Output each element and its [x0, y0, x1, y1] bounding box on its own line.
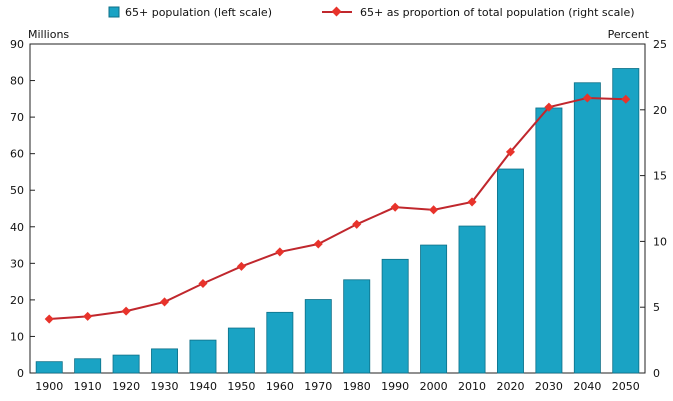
point-1940: [198, 278, 208, 289]
right-axis-ticks: 0 5 10 15 20 25: [640, 38, 667, 380]
right-tick-label: 5: [653, 301, 660, 314]
x-axis-ticks: 1900 1910 1920 1930 1940 1950 1960 1970 1980 1990…: [35, 380, 640, 393]
left-tick-label: 50: [10, 184, 24, 197]
left-tick-label: 70: [10, 111, 24, 124]
right-axis-label: Percent: [608, 28, 650, 41]
x-tick-label: 1920: [112, 380, 140, 393]
x-tick-label: 2030: [535, 380, 563, 393]
x-tick-label: 2010: [458, 380, 486, 393]
bar-1980: [343, 279, 371, 374]
bar-1990: [381, 258, 409, 374]
legend-line-marker: [331, 6, 342, 17]
x-tick-label: 1910: [74, 380, 102, 393]
bar-1970: [304, 299, 332, 374]
right-tick-label: 20: [653, 104, 667, 117]
proportion-line: [49, 96, 626, 321]
bar-1940: [189, 339, 217, 374]
point-1950: [236, 261, 246, 271]
x-tick-label: 1940: [189, 380, 217, 393]
bar-1930: [151, 348, 178, 374]
point-1920: [121, 306, 131, 316]
left-axis-label: Millions: [28, 28, 69, 41]
left-tick-label: 30: [10, 257, 24, 270]
left-tick-label: 0: [17, 367, 24, 380]
x-tick-label: 1950: [227, 380, 255, 393]
legend-bar-swatch: [108, 6, 120, 18]
legend-label-line: 65+ as proportion of total population (r…: [360, 6, 635, 19]
left-tick-label: 90: [10, 38, 24, 51]
right-tick-label: 0: [653, 367, 660, 380]
left-axis-ticks: 0 10 20 30 40 50 60 70 80 90: [10, 38, 35, 380]
bar-series: [35, 68, 640, 374]
point-1960: [275, 247, 285, 257]
x-tick-label: 1970: [304, 380, 332, 393]
left-tick-label: 80: [10, 75, 24, 88]
bar-2040: [573, 82, 601, 374]
legend-label-bars: 65+ population (left scale): [125, 6, 272, 19]
x-tick-label: 1990: [381, 380, 409, 393]
point-1980: [352, 219, 362, 229]
point-1900: [44, 314, 54, 324]
x-tick-label: 1900: [35, 380, 63, 393]
right-tick-label: 25: [653, 38, 667, 51]
x-tick-label: 1980: [343, 380, 371, 393]
bar-1920: [112, 354, 140, 374]
point-1930: [160, 297, 170, 307]
bar-1910: [74, 358, 102, 374]
bar-2010: [458, 225, 486, 374]
bar-2000: [420, 244, 448, 374]
point-2000: [429, 205, 439, 215]
x-tick-label: 1930: [151, 380, 179, 393]
bar-1960: [266, 311, 294, 374]
left-tick-label: 20: [10, 294, 24, 307]
bar-2020: [496, 168, 524, 374]
left-tick-label: 60: [10, 148, 24, 161]
right-tick-label: 15: [653, 170, 667, 183]
x-tick-label: 2000: [420, 380, 448, 393]
point-1990: [390, 202, 400, 212]
point-1970: [313, 239, 323, 249]
x-tick-label: 2020: [496, 380, 524, 393]
point-1910: [83, 311, 93, 321]
legend: 65+ population (left scale) 65+ as propo…: [108, 6, 635, 19]
bar-1950: [227, 327, 255, 374]
bar-1900: [35, 361, 63, 374]
plot-frame: [29, 43, 646, 374]
left-tick-label: 10: [10, 330, 24, 343]
bar-2050: [612, 68, 640, 374]
bar-2030: [535, 107, 563, 374]
x-tick-label: 2040: [573, 380, 601, 393]
right-tick-label: 10: [653, 235, 667, 248]
x-tick-label: 2050: [612, 380, 640, 393]
left-tick-label: 40: [10, 221, 24, 234]
x-tick-label: 1960: [266, 380, 294, 393]
